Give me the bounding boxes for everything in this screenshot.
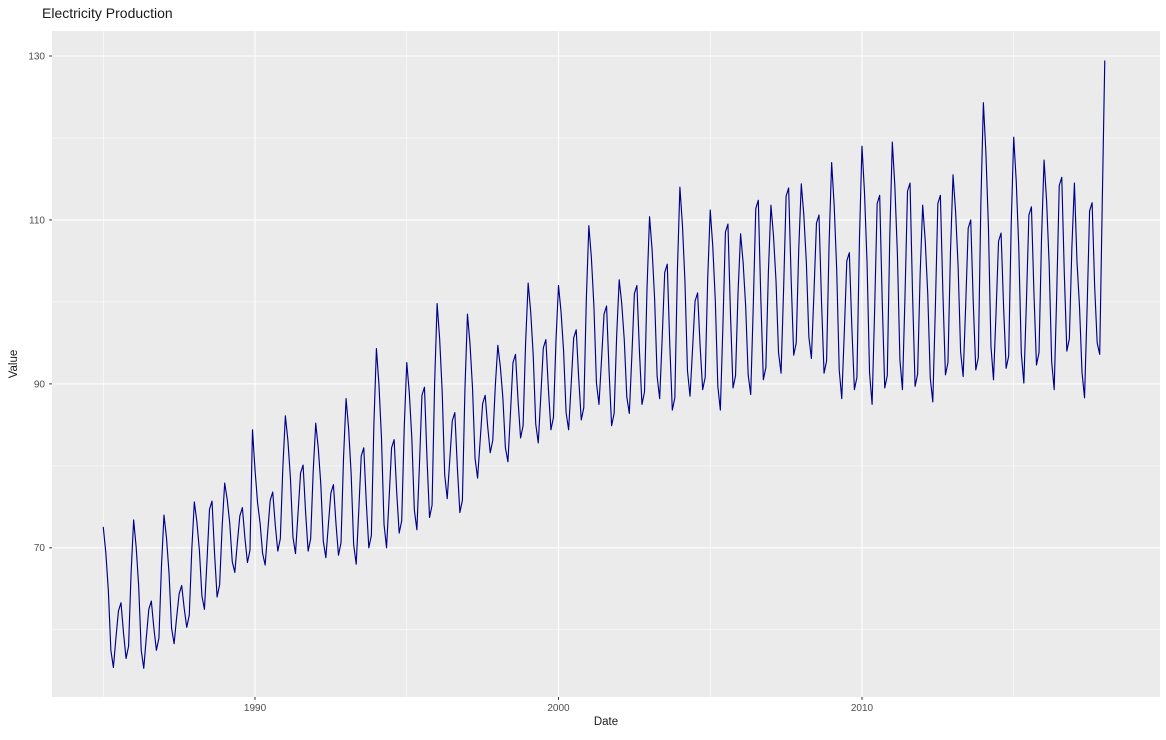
y-tick-label: 130 (28, 51, 45, 62)
y-tick-label: 90 (34, 379, 46, 390)
major-gridlines (52, 31, 1160, 697)
y-tick-labels: 70 90 110 130 (28, 51, 45, 554)
x-tick-label: 2010 (851, 703, 874, 714)
x-tick-labels: 1990 2000 2010 (244, 703, 874, 714)
x-tick-label: 2000 (547, 703, 570, 714)
chart-title: Electricity Production (42, 5, 173, 21)
y-tick-label: 110 (29, 215, 45, 226)
y-axis-title: Value (8, 349, 20, 379)
y-tick-label: 70 (34, 543, 46, 554)
x-tick-label: 1990 (244, 703, 267, 714)
series-line (102, 60, 1106, 669)
axis-ticks (49, 55, 863, 700)
x-axis-title: Date (593, 716, 619, 728)
